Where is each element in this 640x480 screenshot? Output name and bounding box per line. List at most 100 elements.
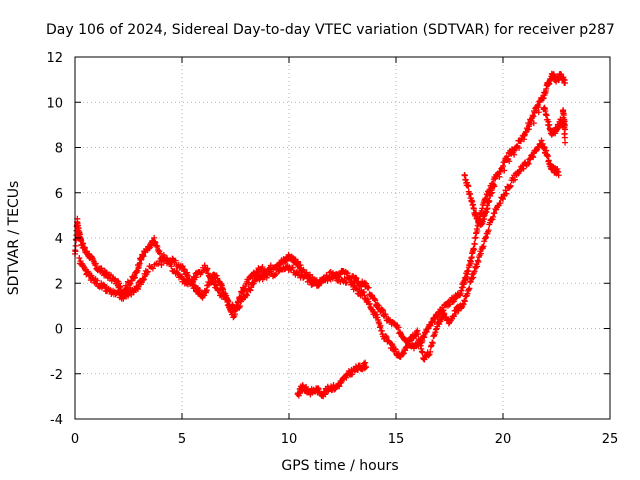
data-point [136,260,143,267]
data-point [488,189,495,196]
y-tick-label: 6 [55,187,63,202]
data-point [497,200,504,207]
data-point [466,285,473,292]
x-tick-label: 20 [495,432,512,447]
data-point [486,198,493,205]
data-point [337,271,344,278]
data-point [94,277,101,284]
x-tick-label: 25 [602,432,619,447]
data-point [158,261,165,268]
data-point [140,253,147,260]
data-point [377,322,384,329]
data-point [429,340,436,347]
data-point [134,267,141,274]
data-point [383,334,390,341]
x-tick-label: 10 [281,432,298,447]
data-point [524,159,531,166]
data-point [562,80,569,87]
y-tick-label: 10 [46,96,63,111]
data-point [259,264,266,271]
x-tick-label: 15 [388,432,405,447]
data-point [363,280,370,287]
x-tick-labels: 0 5 10 15 20 25 [71,432,618,447]
data-point [485,227,492,234]
data-point [507,182,514,189]
data-point [459,284,466,291]
data-point [172,257,179,264]
y-tick-label: 2 [55,277,63,292]
y-tick-label: 8 [55,142,63,157]
data-point [503,190,510,197]
data-point [289,264,296,271]
data-point [544,153,551,160]
grid [75,57,610,419]
data-point [511,176,518,183]
data-point [204,265,211,272]
data-point [140,276,147,283]
chart-title: Day 106 of 2024, Sidereal Day-to-day VTE… [46,22,615,38]
data-point [511,151,518,158]
y-tick-label: -2 [50,368,63,383]
series-low-segment [294,359,370,400]
data-point [562,139,569,146]
data-point [560,108,567,115]
data-point [216,287,223,294]
data-point [540,95,547,102]
data-point [471,241,478,248]
data-point [561,124,568,131]
data-point [474,228,481,235]
data-point [506,158,513,165]
data-point [309,281,316,288]
series-secondary [76,137,562,363]
data-point [322,391,329,398]
data-point [530,113,537,120]
data-point [416,337,423,344]
series-upper-branch [461,104,569,228]
data-point [232,311,239,318]
data-point [530,120,537,127]
data-point [484,205,491,212]
x-axis-label: GPS time / hours [281,458,398,474]
data-point [525,126,532,133]
y-tick-label: 4 [55,232,63,247]
data-point [474,263,481,270]
data-point [520,136,527,143]
data-point [496,173,503,180]
data-point [72,242,79,249]
x-tick-label: 0 [71,432,79,447]
data-point [273,270,280,277]
data-point [312,278,319,285]
data-point [272,272,279,279]
data-point [155,261,162,268]
plot-frame [74,56,611,420]
data-point [419,349,426,356]
data-point [230,314,237,321]
data-point [344,270,351,277]
data-point [561,134,568,141]
data-point [325,274,332,281]
data-point [501,167,508,174]
data-point [346,274,353,281]
data-point [92,260,99,267]
x-tick-label: 5 [178,432,186,447]
y-tick-label: -4 [50,413,63,428]
y-tick-label: 12 [46,51,63,66]
y-axis-label: SDTVAR / TECUs [6,181,22,296]
y-tick-label: 0 [55,323,63,338]
data-point [520,165,527,172]
data-point [473,210,480,217]
data-point [555,172,562,179]
data-point [149,265,156,272]
data-point [318,279,325,286]
data-point [244,292,251,299]
y-tick-labels: -4 -2 0 2 4 6 8 10 12 [46,51,63,428]
data-point [263,274,270,281]
data-point [395,324,402,331]
data-point [365,284,372,291]
data-point [243,291,250,298]
data-point [156,250,163,257]
data-point [491,210,498,217]
data-point [329,275,336,282]
data-point [201,262,208,269]
